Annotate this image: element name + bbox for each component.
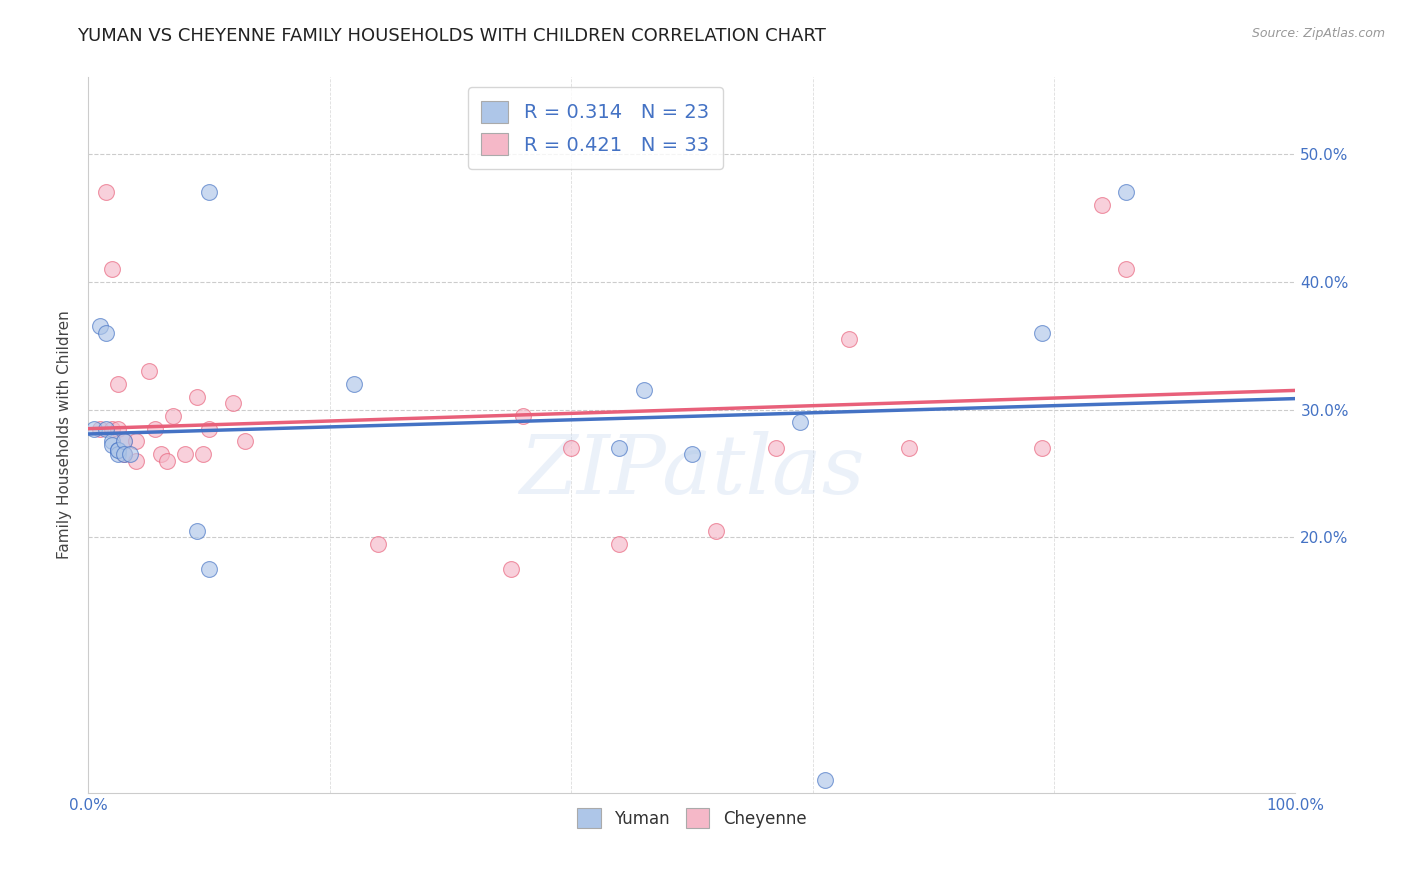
Point: [222, 396, 245, 410]
Point: [173, 447, 195, 461]
Point: [112, 447, 135, 461]
Point: [125, 453, 148, 467]
Y-axis label: Family Households with Children: Family Households with Children: [58, 310, 72, 559]
Point: [343, 376, 366, 391]
Point: [107, 443, 129, 458]
Point: [198, 562, 221, 576]
Point: [198, 186, 221, 200]
Point: [1115, 186, 1137, 200]
Point: [89, 422, 111, 436]
Point: [107, 376, 129, 391]
Point: [96, 186, 118, 200]
Point: [101, 422, 124, 436]
Point: [191, 447, 214, 461]
Point: [198, 422, 221, 436]
Point: [112, 434, 135, 449]
Point: [233, 434, 256, 449]
Legend: Yuman, Cheyenne: Yuman, Cheyenne: [571, 802, 813, 834]
Point: [101, 434, 124, 449]
Point: [96, 326, 118, 340]
Point: [101, 262, 124, 277]
Point: [162, 409, 184, 423]
Point: [107, 447, 129, 461]
Point: [120, 447, 142, 461]
Point: [156, 453, 179, 467]
Point: [101, 438, 124, 452]
Point: [125, 434, 148, 449]
Text: ZIPatlas: ZIPatlas: [519, 431, 865, 511]
Point: [138, 364, 160, 378]
Point: [609, 536, 631, 550]
Point: [633, 384, 655, 398]
Point: [813, 772, 835, 787]
Point: [112, 447, 135, 461]
Point: [1031, 441, 1053, 455]
Point: [1091, 198, 1114, 212]
Point: [512, 409, 534, 423]
Point: [1115, 262, 1137, 277]
Point: [367, 536, 389, 550]
Point: [107, 422, 129, 436]
Point: [681, 447, 703, 461]
Point: [789, 415, 811, 429]
Point: [1031, 326, 1053, 340]
Point: [560, 441, 582, 455]
Point: [96, 422, 118, 436]
Text: Source: ZipAtlas.com: Source: ZipAtlas.com: [1251, 27, 1385, 40]
Point: [609, 441, 631, 455]
Point: [83, 422, 105, 436]
Point: [186, 524, 208, 538]
Point: [704, 524, 727, 538]
Point: [112, 434, 135, 449]
Point: [838, 332, 860, 346]
Point: [149, 447, 172, 461]
Point: [107, 443, 129, 458]
Text: YUMAN VS CHEYENNE FAMILY HOUSEHOLDS WITH CHILDREN CORRELATION CHART: YUMAN VS CHEYENNE FAMILY HOUSEHOLDS WITH…: [77, 27, 827, 45]
Point: [143, 422, 166, 436]
Point: [186, 390, 208, 404]
Point: [898, 441, 921, 455]
Point: [89, 319, 111, 334]
Point: [765, 441, 787, 455]
Point: [499, 562, 522, 576]
